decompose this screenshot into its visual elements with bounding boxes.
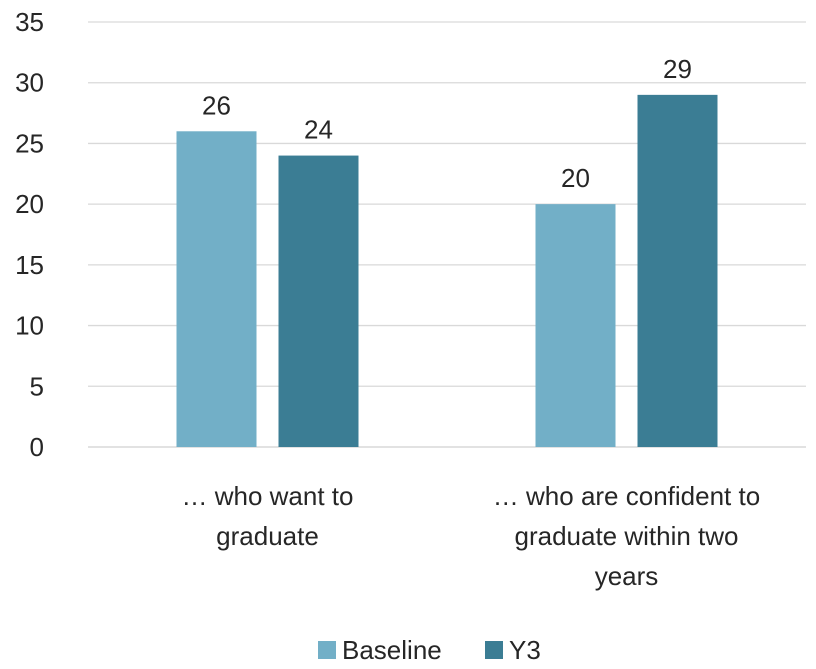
y-tick-label: 35: [15, 7, 44, 37]
y-tick-label: 15: [15, 250, 44, 280]
x-category-line: graduate: [216, 521, 319, 551]
y-tick-label: 5: [30, 371, 44, 401]
legend-swatch-baseline: [318, 641, 336, 659]
x-category-label: … who want to graduate: [182, 481, 354, 551]
y-tick-label: 20: [15, 189, 44, 219]
bar-y3-0: [278, 155, 359, 448]
x-category-label: … who are confident to graduate within tw…: [493, 481, 760, 591]
y-tick-label: 25: [15, 128, 44, 158]
y-tick-label: 30: [15, 68, 44, 98]
x-category-line: graduate within two: [514, 521, 738, 551]
bars: [176, 94, 718, 448]
bar-baseline-0: [176, 131, 257, 448]
legend-swatch-y3: [485, 641, 503, 659]
y-axis: 0 5 10 15 20 25 30 35: [15, 7, 44, 462]
bar-y3-1: [637, 94, 718, 447]
legend-label-baseline: Baseline: [342, 635, 442, 665]
y-tick-label: 0: [30, 432, 44, 462]
x-category-line: … who are confident to: [493, 481, 760, 511]
data-label: 29: [663, 54, 692, 84]
y-tick-label: 10: [15, 311, 44, 341]
data-labels: 26 20 24 29: [202, 54, 692, 193]
data-label: 20: [561, 163, 590, 193]
x-category-line: years: [595, 561, 659, 591]
bar-baseline-1: [535, 204, 616, 447]
data-label: 24: [304, 115, 333, 145]
legend-label-y3: Y3: [509, 635, 541, 665]
x-axis-categories: … who want to graduate … who are confident…: [182, 481, 761, 591]
data-label: 26: [202, 90, 231, 120]
legend: Baseline Y3: [318, 635, 541, 665]
x-category-line: … who want to: [182, 481, 354, 511]
